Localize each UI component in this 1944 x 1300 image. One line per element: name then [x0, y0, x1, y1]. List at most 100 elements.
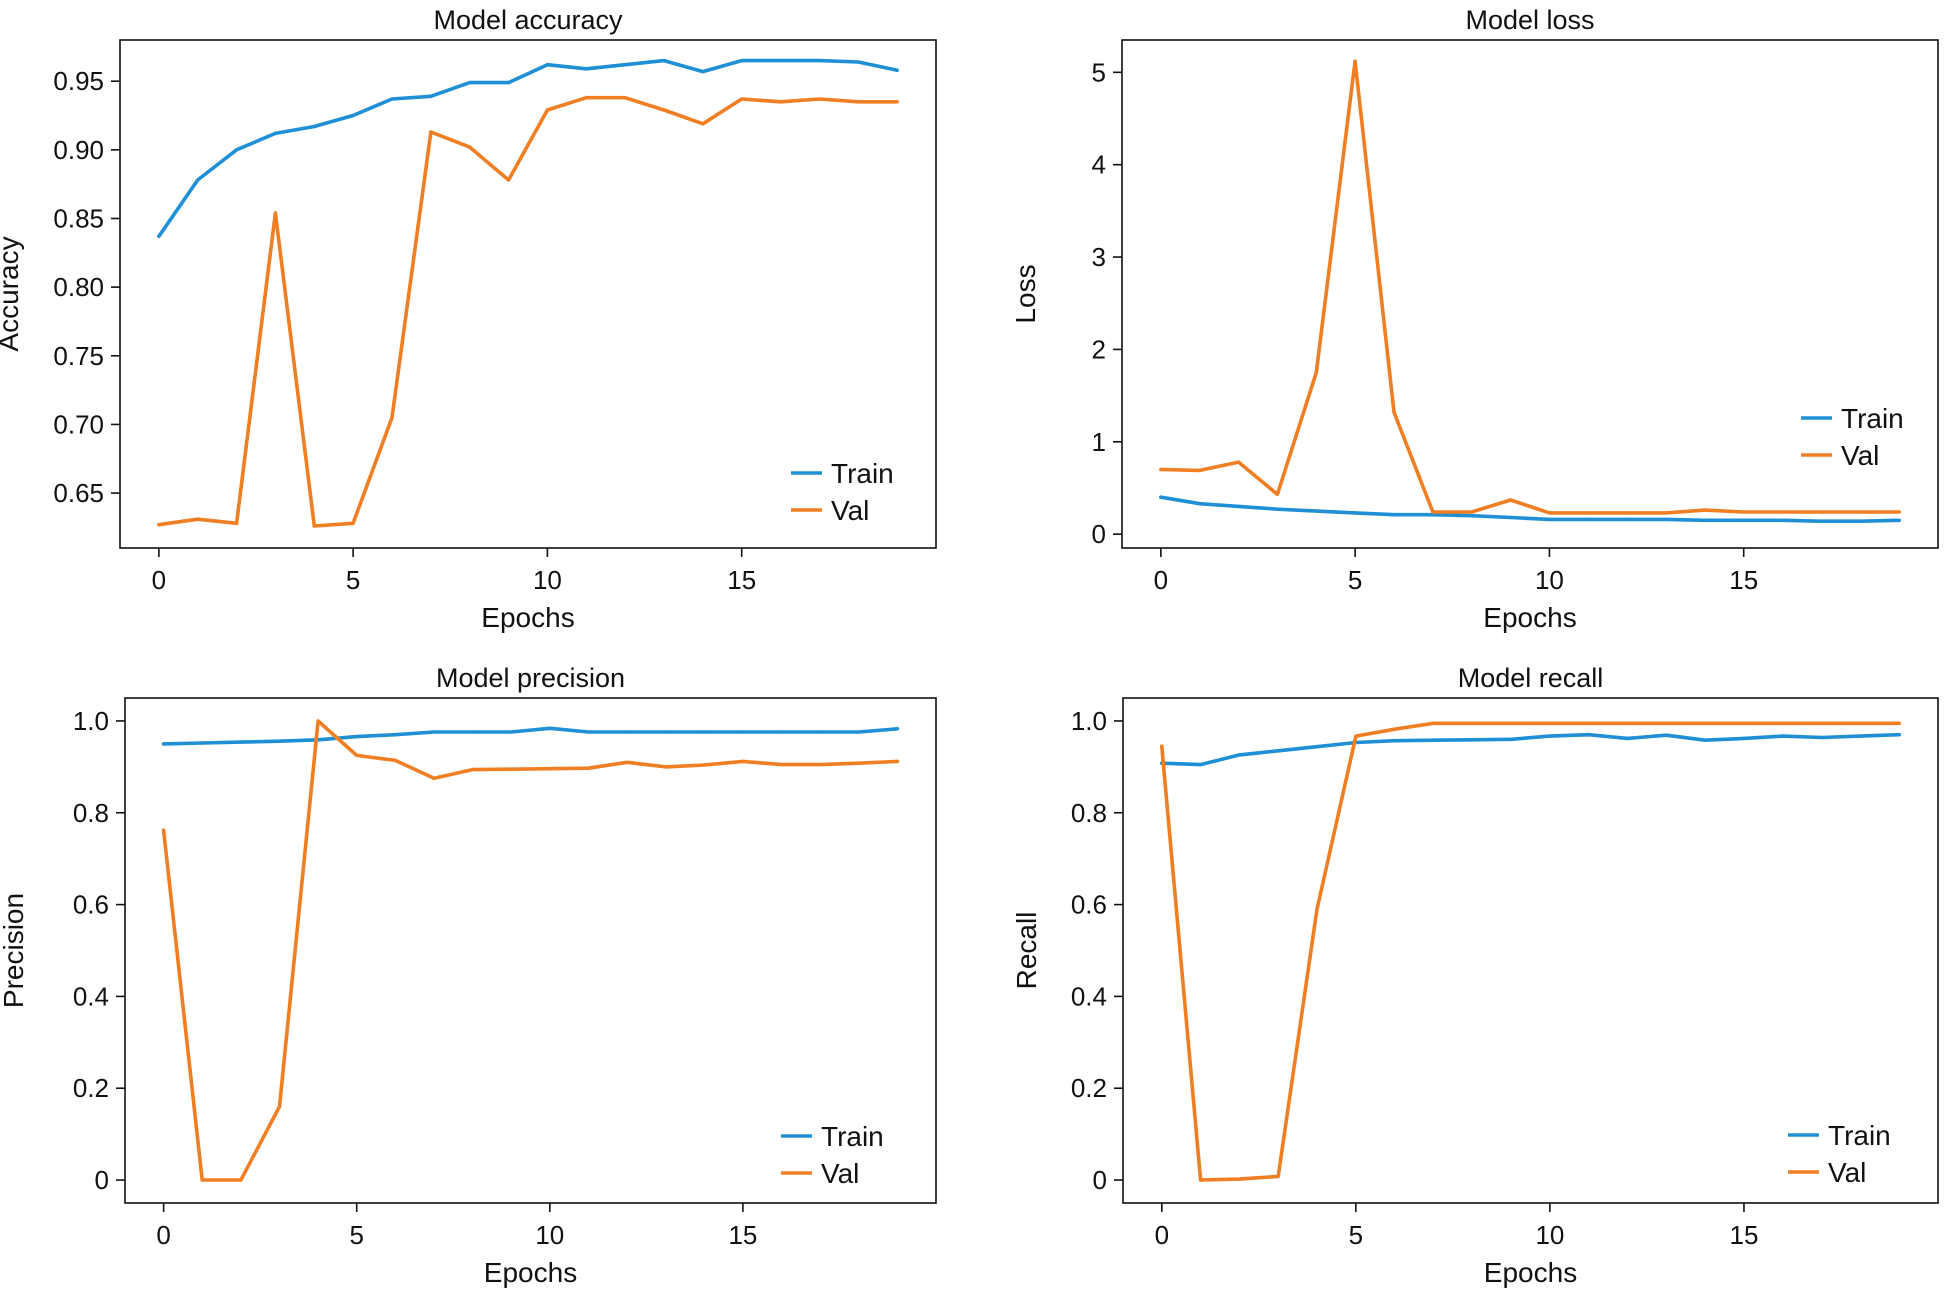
x-tick-label: 10 [535, 1220, 564, 1250]
data-point-train [506, 80, 511, 85]
data-point-val [1742, 721, 1746, 725]
data-point-train [1547, 517, 1552, 521]
data-point-train [701, 69, 705, 74]
y-tick-label: 1.0 [73, 706, 109, 736]
data-point-train [1819, 735, 1824, 740]
data-point-val [701, 122, 705, 126]
data-point-train [702, 730, 706, 734]
legend: Train Val [1801, 403, 1904, 471]
data-point-val [1470, 721, 1474, 725]
plot-frame [124, 697, 937, 1204]
data-point-val [1664, 721, 1668, 725]
data-point-train [277, 739, 282, 743]
data-point-val [393, 758, 397, 763]
data-point-train [390, 97, 394, 101]
data-point-val [1548, 721, 1552, 725]
data-point-val [856, 100, 860, 104]
data-point-val [1587, 721, 1591, 725]
data-point-train [432, 730, 436, 734]
data-point-train [741, 730, 745, 734]
data-point-val [1392, 410, 1396, 414]
data-point-train [1431, 513, 1435, 517]
x-tick-label: 15 [1729, 1220, 1758, 1250]
data-point-val [1470, 510, 1474, 514]
data-point-val [1160, 744, 1164, 748]
series-line-val [1160, 721, 1901, 1182]
data-point-val [162, 828, 166, 832]
data-point-train [1587, 733, 1591, 737]
data-point-val [702, 763, 706, 767]
y-axis-label: Precision [0, 893, 29, 1008]
data-point-train [857, 730, 861, 734]
data-point-val [1199, 1178, 1203, 1182]
data-point-train [355, 734, 359, 739]
data-point-val [586, 766, 591, 770]
data-point-train [817, 58, 822, 63]
x-tick-label: 5 [346, 565, 360, 595]
legend-label-train: Train [1841, 403, 1904, 434]
data-point-val [1897, 510, 1901, 514]
data-point-train [584, 67, 588, 71]
data-point-train [1897, 733, 1901, 737]
y-tick-label: 0.65 [53, 478, 104, 508]
chart-title: Model precision [436, 663, 625, 693]
y-tick-label: 0.8 [73, 798, 109, 828]
data-point-val [740, 97, 744, 101]
data-point-train [1625, 517, 1629, 521]
chart-title: Model recall [1458, 663, 1604, 693]
x-tick-label: 5 [349, 1220, 363, 1250]
x-tick-label: 15 [728, 1220, 757, 1250]
data-point-val [355, 753, 359, 757]
data-point-train [1198, 502, 1202, 506]
data-point-val [623, 96, 627, 100]
data-point-train [1276, 749, 1280, 753]
data-point-train [1236, 504, 1241, 509]
chart-title: Model loss [1465, 5, 1594, 35]
data-point-train [664, 730, 668, 734]
chart-panel-accuracy: Model accuracy 0 5 10 15 0.65 0.70 0.75 0.80 0.85… [0, 5, 937, 633]
y-tick-label: 1 [1092, 427, 1106, 457]
data-point-train [586, 730, 591, 734]
plot-frame [1122, 697, 1939, 1204]
y-tick-label: 0.6 [73, 890, 109, 920]
x-tick-label: 0 [152, 565, 166, 595]
data-point-val [584, 96, 588, 100]
data-point-val [1858, 721, 1862, 725]
data-point-val [1393, 727, 1397, 731]
data-point-val [234, 521, 239, 525]
data-point-train [1664, 733, 1668, 737]
data-point-val [1276, 1174, 1280, 1178]
data-point-train [429, 94, 433, 98]
legend-label-val: Val [821, 1158, 859, 1189]
x-tick-label: 15 [727, 565, 756, 595]
data-point-train [200, 741, 204, 745]
data-point-val [1586, 511, 1590, 515]
data-point-train [273, 131, 278, 135]
data-point-val [390, 415, 394, 420]
data-point-val [779, 762, 784, 767]
data-point-val [1625, 721, 1630, 725]
data-point-train [548, 726, 552, 730]
x-tick-label: 15 [1729, 565, 1758, 595]
series-line-val [157, 95, 899, 528]
data-point-val [818, 762, 822, 767]
y-axis-label: Accuracy [0, 236, 24, 351]
data-point-train [1742, 518, 1746, 522]
data-point-train [393, 733, 397, 737]
data-point-val [664, 765, 668, 769]
x-axis-label: Epochs [484, 1257, 577, 1288]
data-point-val [239, 1178, 243, 1182]
data-point-train [1897, 518, 1901, 522]
data-point-val [1315, 907, 1319, 911]
y-tick-label: 1.0 [1071, 706, 1107, 736]
data-point-train [1392, 513, 1396, 517]
y-tick-label: 0.70 [53, 409, 104, 439]
series-line-train [161, 726, 900, 746]
chart-panel-precision: Model precision 0 5 10 15 0 0.2 0.4 0.6 0.8 1.0 Epo… [0, 663, 937, 1288]
data-point-train [1703, 738, 1707, 742]
y-tick-label: 0 [1092, 519, 1106, 549]
y-tick-label: 0.2 [73, 1073, 109, 1103]
y-tick-label: 2 [1092, 334, 1106, 364]
series-line-val [1159, 59, 1901, 515]
data-point-train [1393, 739, 1397, 743]
